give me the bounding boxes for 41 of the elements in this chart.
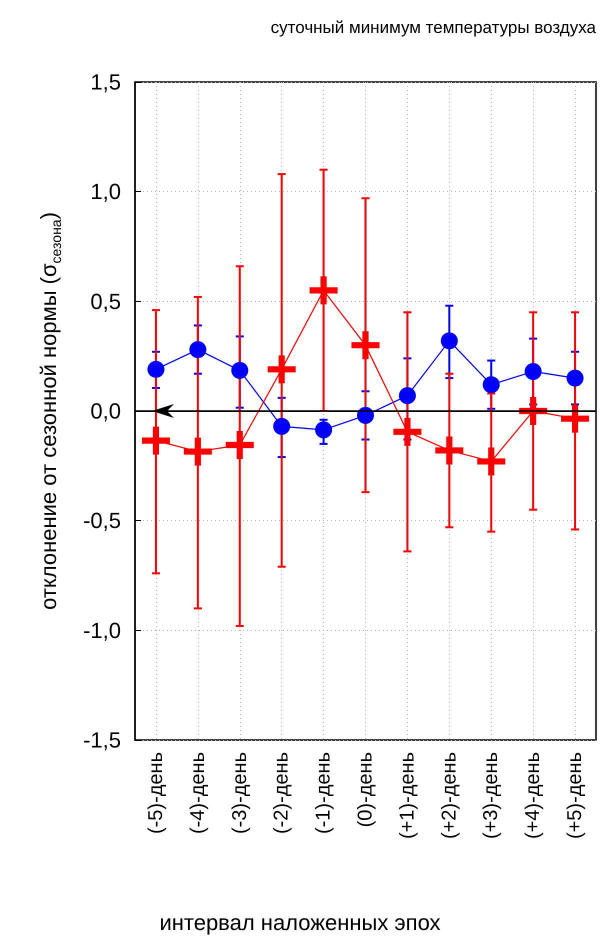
point — [310, 276, 338, 304]
point — [142, 426, 170, 455]
point — [357, 406, 374, 424]
y-tick-label: 0,5 — [90, 288, 121, 314]
point — [226, 430, 254, 459]
x-tick-label: (-3)-день — [228, 752, 251, 834]
point — [268, 355, 296, 384]
point — [524, 363, 542, 380]
y-tick-label: 1,0 — [90, 179, 121, 204]
y-tick-label: -1,5 — [83, 728, 121, 752]
point — [435, 436, 464, 464]
point — [398, 387, 416, 404]
point — [477, 447, 506, 476]
point — [561, 404, 590, 433]
chart-title: суточный минимум температуры воздуха — [270, 18, 596, 38]
y-tick-label: 0,0 — [90, 398, 121, 424]
point — [440, 332, 458, 350]
point — [184, 438, 212, 466]
x-tick-label: (-2)-день — [270, 752, 293, 834]
x-tick-label: (0)-день — [354, 752, 376, 828]
point — [482, 376, 500, 394]
y-tick-label: -1,0 — [83, 618, 121, 643]
point — [147, 360, 164, 378]
point — [231, 362, 248, 379]
point — [189, 341, 206, 358]
x-axis-title: интервал наложенных эпох — [158, 910, 442, 936]
y-tick-label: 1,5 — [90, 70, 121, 94]
point — [393, 418, 422, 446]
x-tick-label: (-5)-день — [144, 752, 167, 834]
x-tick-label: (+3)-день — [480, 752, 502, 840]
x-tick-label: (+5)-день — [564, 752, 586, 840]
x-tick-label: (+4)-день — [522, 752, 544, 840]
x-tick-label: (+1)-день — [396, 752, 418, 840]
point — [352, 331, 380, 360]
x-tick-label: (+2)-день — [438, 752, 460, 840]
x-tick-label: (-4)-день — [186, 752, 209, 834]
point — [315, 421, 332, 438]
x-tick-label: (-1)-день — [312, 752, 335, 834]
y-tick-label: -0,5 — [83, 508, 121, 534]
point — [273, 418, 290, 435]
point — [566, 370, 584, 387]
